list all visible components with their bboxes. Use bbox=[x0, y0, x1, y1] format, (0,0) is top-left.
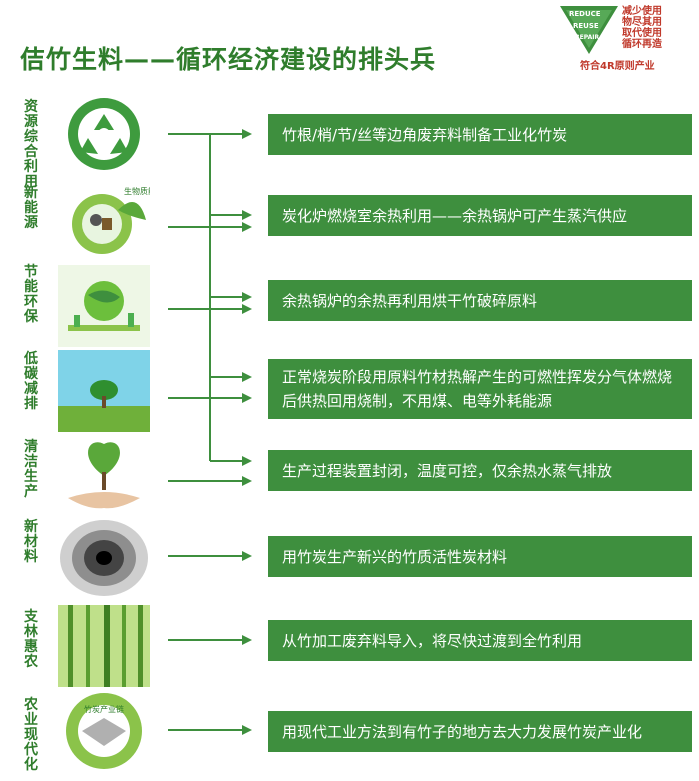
badge-reuse: REUSE bbox=[573, 22, 599, 30]
side-label-new-material: 新材料 bbox=[24, 519, 38, 565]
badge-line: 取代使用 bbox=[622, 28, 662, 39]
badge-line: 物尽其用 bbox=[622, 17, 662, 28]
badge-lines: 减少使用 物尽其用 取代使用 循环再造 bbox=[622, 6, 662, 50]
row-text-7: 从竹加工废弃料导入，将尽快过渡到全竹利用 bbox=[282, 631, 583, 650]
row-box-6: 用竹炭生产新兴的竹质活性炭材料 bbox=[268, 536, 692, 577]
tree-sky-icon bbox=[58, 350, 150, 432]
hands-tree-icon bbox=[58, 436, 150, 518]
side-label-clean-production: 清洁生产 bbox=[24, 439, 38, 500]
recycle-icon bbox=[68, 98, 140, 170]
row-text-5: 生产过程装置封闭，温度可控，仅余热水蒸气排放 bbox=[282, 461, 613, 480]
row-box-2: 炭化炉燃烧室余热利用——余热锅炉可产生蒸汽供应 bbox=[268, 195, 692, 236]
side-label-low-carbon: 低碳减排 bbox=[24, 351, 38, 412]
mesh-tunnel-icon bbox=[58, 517, 150, 599]
row-text-6: 用竹炭生产新兴的竹质活性炭材料 bbox=[282, 547, 508, 566]
row-box-3: 余热锅炉的余热再利用烘干竹破碎原料 bbox=[268, 280, 692, 321]
row-box-8: 用现代工业方法到有竹子的地方去大力发展竹炭产业化 bbox=[268, 711, 692, 752]
row-box-1: 竹根/梢/节/丝等边角废弃料制备工业化竹炭 bbox=[268, 114, 692, 155]
row-text-1: 竹根/梢/节/丝等边角废弃料制备工业化竹炭 bbox=[282, 125, 568, 144]
side-label-energy-saving: 节能环保 bbox=[24, 264, 38, 325]
row-text-2: 炭化炉燃烧室余热利用——余热锅炉可产生蒸汽供应 bbox=[282, 206, 628, 225]
agri-cycle-icon: 竹炭产业链 bbox=[66, 693, 142, 769]
badge-repair: REPAIR bbox=[575, 34, 600, 41]
page-title: 佶竹生料——循环经济建设的排头兵 bbox=[20, 45, 437, 74]
4r-badge: REDUCE REUSE REPAIR 减少使用 物尽其用 取代使用 循环再造 … bbox=[558, 4, 698, 72]
4r-triangle-icon bbox=[560, 6, 618, 54]
badge-line: 减少使用 bbox=[622, 6, 662, 17]
eco-energy-icon: 生物质能 bbox=[72, 186, 150, 254]
row-text-4: 正常烧炭阶段用原料竹材热解产生的可燃性挥发分气体燃烧后供热回用烧制，不用煤、电等… bbox=[282, 368, 673, 410]
eco-energy-caption: 生物质能 bbox=[124, 186, 150, 196]
green-earth-icon bbox=[58, 265, 150, 347]
agri-cycle-caption: 竹炭产业链 bbox=[84, 704, 124, 714]
badge-line: 循环再造 bbox=[622, 39, 662, 50]
row-box-5: 生产过程装置封闭，温度可控，仅余热水蒸气排放 bbox=[268, 450, 692, 491]
side-label-resource: 资源综合利用 bbox=[24, 99, 38, 190]
side-label-agri-modern: 农业现代化 bbox=[24, 697, 38, 773]
row-text-8: 用现代工业方法到有竹子的地方去大力发展竹炭产业化 bbox=[282, 722, 643, 741]
side-label-forest-farmers: 支林惠农 bbox=[24, 609, 38, 670]
badge-reduce: REDUCE bbox=[569, 10, 601, 18]
bamboo-forest-icon bbox=[58, 605, 150, 687]
row-box-7: 从竹加工废弃料导入，将尽快过渡到全竹利用 bbox=[268, 620, 692, 661]
side-label-new-energy: 新能源 bbox=[24, 185, 38, 231]
row-text-3: 余热锅炉的余热再利用烘干竹破碎原料 bbox=[282, 291, 538, 310]
row-box-4: 正常烧炭阶段用原料竹材热解产生的可燃性挥发分气体燃烧后供热回用烧制，不用煤、电等… bbox=[268, 359, 692, 419]
badge-bottom-text: 符合4R原则产业 bbox=[580, 61, 655, 72]
